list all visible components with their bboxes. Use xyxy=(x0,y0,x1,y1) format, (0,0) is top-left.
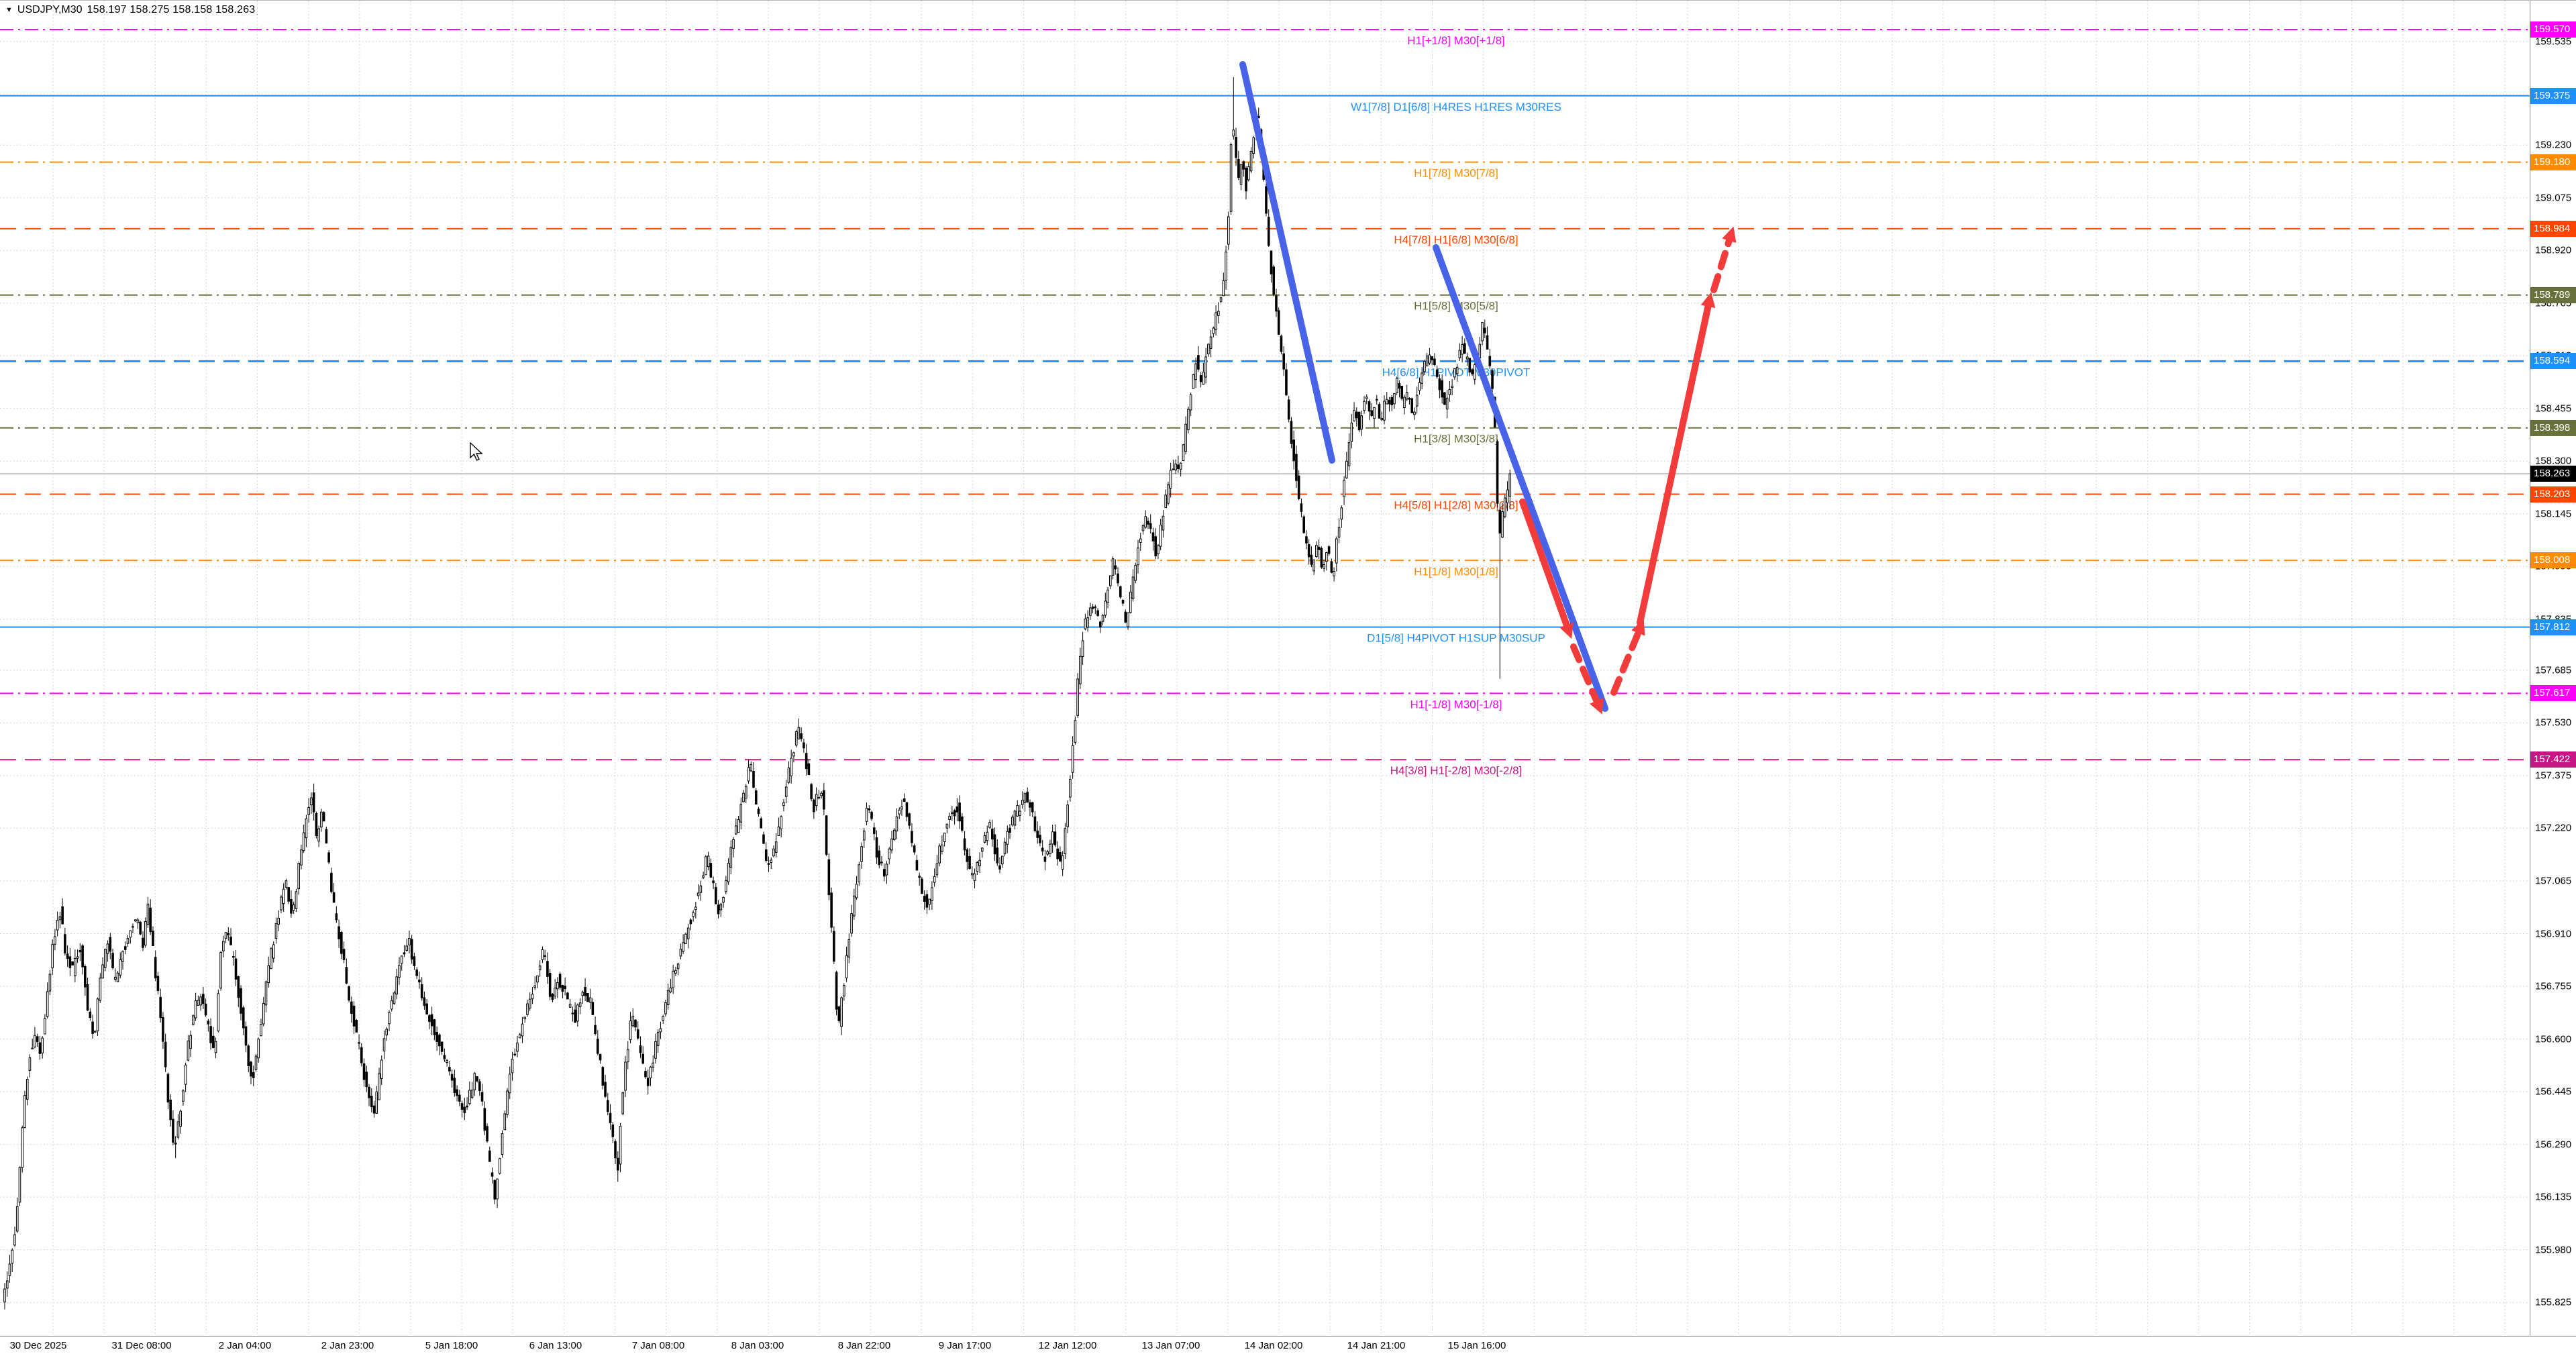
chart-ohlc-header: ▼ USDJPY,M30 158.197 158.275 158.158 158… xyxy=(5,4,255,16)
price-tick-label: 159.535 xyxy=(2535,36,2572,48)
price-tick-label: 157.530 xyxy=(2535,717,2572,729)
level-label: H1[+1/8] M30[+1/8] xyxy=(1407,34,1505,47)
price-tick-label: 158.300 xyxy=(2535,455,2572,467)
red-arrow-up-dashed-2-head xyxy=(1722,226,1737,243)
blue-trendline-1[interactable] xyxy=(1239,61,1335,464)
time-axis-label: 14 Jan 21:00 xyxy=(1347,1340,1406,1351)
price-tick-label: 156.755 xyxy=(2535,980,2572,992)
price-level-badge[interactable]: 159.375 xyxy=(2530,87,2576,104)
price-tick-label: 156.135 xyxy=(2535,1191,2572,1203)
price-tick-label: 155.980 xyxy=(2535,1244,2572,1256)
time-axis-label: 12 Jan 12:00 xyxy=(1038,1340,1097,1351)
price-level-badge[interactable]: 158.398 xyxy=(2530,419,2576,436)
red-arrow-up-dashed-1[interactable] xyxy=(1610,629,1642,696)
chart-canvas[interactable]: H1[+1/8] M30[+1/8] W1[7/8] D1[6/8] H4RES … xyxy=(0,1,2530,1336)
price-axis[interactable]: 159.535159.380159.230159.075158.920158.7… xyxy=(2530,1,2576,1336)
level-label: H4[5/8] H1[2/8] M30[2/8] xyxy=(1394,499,1518,512)
time-axis-label: 5 Jan 18:00 xyxy=(425,1340,478,1351)
price-level-badge[interactable]: 157.812 xyxy=(2530,619,2576,635)
time-axis-label: 15 Jan 16:00 xyxy=(1447,1340,1506,1351)
price-tick-label: 159.075 xyxy=(2535,192,2572,204)
price-tick-label: 156.290 xyxy=(2535,1139,2572,1151)
candlestick-series xyxy=(3,76,1512,1310)
red-arrow-up-solid[interactable] xyxy=(1637,302,1712,626)
time-axis[interactable]: 30 Dec 2025 31 Dec 08:00 2 Jan 04:00 2 Jan … xyxy=(0,1336,2576,1356)
red-arrow-down-dashed-head xyxy=(1590,698,1604,715)
time-axis-label: 9 Jan 17:00 xyxy=(938,1340,992,1351)
time-axis-label: 2 Jan 04:00 xyxy=(218,1340,272,1351)
time-axis-label: 7 Jan 08:00 xyxy=(631,1340,685,1351)
ohlc-values: 158.197 158.275 158.158 158.263 xyxy=(87,4,256,15)
price-tick-label: 156.910 xyxy=(2535,928,2572,939)
blue-trendline-2[interactable] xyxy=(1433,244,1608,712)
price-level-badge[interactable]: 159.180 xyxy=(2530,154,2576,170)
price-level-badge[interactable]: 157.617 xyxy=(2530,685,2576,702)
price-tick-label: 158.455 xyxy=(2535,403,2572,415)
red-arrow-down-dashed[interactable] xyxy=(1570,643,1600,705)
price-tick-label: 159.230 xyxy=(2535,139,2572,151)
level-label: H4[7/8] H1[6/8] M30[6/8] xyxy=(1394,233,1518,246)
red-arrow-up-solid-head xyxy=(1700,292,1716,309)
level-label: D1[5/8] H4PIVOT H1SUP M30SUP xyxy=(1367,632,1545,645)
time-axis-label: 2 Jan 23:00 xyxy=(321,1340,374,1351)
price-level-badge[interactable]: 158.594 xyxy=(2530,353,2576,370)
level-label: H1[3/8] M30[3/8] xyxy=(1414,433,1498,446)
price-tick-label: 157.220 xyxy=(2535,822,2572,834)
price-tick-label: 158.920 xyxy=(2535,244,2572,256)
level-label: H4[3/8] H1[-2/8] M30[-2/8] xyxy=(1390,764,1523,777)
price-tick-label: 155.825 xyxy=(2535,1296,2572,1308)
price-tick-label: 157.065 xyxy=(2535,875,2572,887)
price-level-badge[interactable]: 157.422 xyxy=(2530,751,2576,768)
time-axis-label: 8 Jan 22:00 xyxy=(837,1340,891,1351)
price-tick-label: 156.600 xyxy=(2535,1033,2572,1045)
time-axis-label: 8 Jan 03:00 xyxy=(731,1340,784,1351)
bid-price-badge[interactable]: 158.263 xyxy=(2530,466,2576,482)
price-level-badge[interactable]: 158.984 xyxy=(2530,220,2576,237)
symbol-dropdown-icon[interactable]: ▼ xyxy=(5,6,13,14)
time-axis-label: 31 Dec 08:00 xyxy=(111,1340,172,1351)
price-level-badge[interactable]: 158.789 xyxy=(2530,286,2576,303)
level-label: H1[1/8] M30[1/8] xyxy=(1414,565,1498,578)
level-label: H1[-1/8] M30[-1/8] xyxy=(1410,698,1502,711)
time-axis-label: 6 Jan 13:00 xyxy=(529,1340,582,1351)
level-label: H1[7/8] M30[7/8] xyxy=(1414,167,1498,180)
price-tick-label: 158.145 xyxy=(2535,508,2572,520)
red-arrow-up-dashed-2[interactable] xyxy=(1710,236,1733,293)
price-tick-label: 157.685 xyxy=(2535,664,2572,676)
red-arrow-down-solid-head xyxy=(1559,622,1574,639)
time-axis-label: 30 Dec 2025 xyxy=(9,1340,67,1351)
time-axis-label: 14 Jan 02:00 xyxy=(1244,1340,1303,1351)
symbol-period-label: USDJPY,M30 xyxy=(17,4,83,15)
price-tick-label: 157.375 xyxy=(2535,770,2572,782)
time-axis-label: 13 Jan 07:00 xyxy=(1141,1340,1200,1351)
price-level-badge[interactable]: 158.008 xyxy=(2530,552,2576,569)
price-level-badge[interactable]: 159.570 xyxy=(2530,21,2576,38)
red-arrow-down-solid[interactable] xyxy=(1519,499,1570,629)
price-level-badge[interactable]: 158.203 xyxy=(2530,486,2576,503)
price-tick-label: 156.445 xyxy=(2535,1086,2572,1098)
level-label: W1[7/8] D1[6/8] H4RES H1RES M30RES xyxy=(1351,101,1561,113)
chart-plot-area[interactable]: ▼ USDJPY,M30 158.197 158.275 158.158 158… xyxy=(0,1,2530,1336)
